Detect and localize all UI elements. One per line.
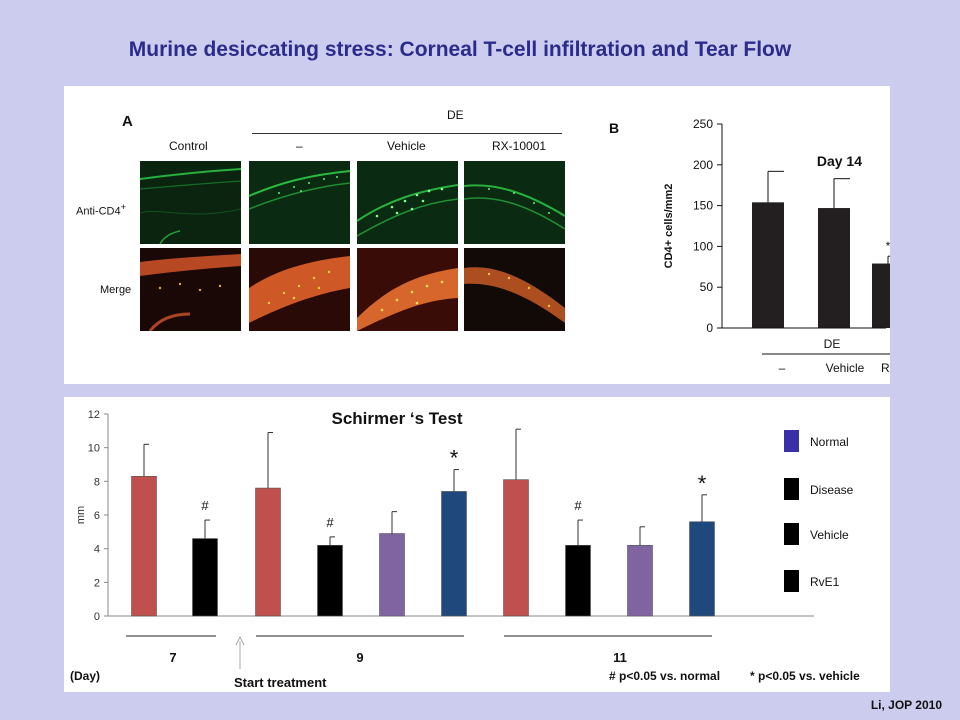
panel-a-col-rx: RX-10001 xyxy=(492,139,547,153)
s-chart-title: Schirmer ‘s Test xyxy=(331,409,462,428)
s-legend-swatch xyxy=(784,430,799,452)
slide-title: Murine desiccating stress: Corneal T-cel… xyxy=(128,38,792,61)
s-y-axis-label: mm xyxy=(75,506,87,524)
panel-a-letter: A xyxy=(122,113,133,130)
panel-b-letter: B xyxy=(609,120,620,136)
s-group-label: 11 xyxy=(613,650,627,665)
micrograph-vehicle-merge xyxy=(357,248,458,331)
b-x-tick-label: – xyxy=(779,361,786,375)
figure-panel-bottom: 0 2 4 6 8 10 12 mm Schirmer ‘s Test #7 # * 9 # * 11 (Day… xyxy=(64,397,890,692)
s-bar-disease xyxy=(317,545,343,617)
s-bar-disease xyxy=(192,538,218,617)
panel-a-row-merge: Merge xyxy=(100,284,132,296)
micrograph-dash-merge xyxy=(249,248,350,331)
micrograph-rx-merge xyxy=(464,248,565,331)
s-bar-normal xyxy=(131,475,157,617)
s-legend-label: Normal xyxy=(810,435,849,449)
s-hash-mark: # xyxy=(326,515,334,530)
s-y-tick-label: 10 xyxy=(88,443,100,455)
s-bar-normal xyxy=(255,487,281,617)
s-legend-label: RvE1 xyxy=(810,575,840,589)
s-legend-swatch xyxy=(784,570,799,592)
micrograph-rx-anticd4 xyxy=(464,161,565,244)
s-footnote-vehicle: * p<0.05 vs. vehicle xyxy=(750,669,860,683)
micrograph-control-anticd4 xyxy=(140,161,241,244)
panel-a-de-line xyxy=(252,133,562,134)
s-y-tick-label: 8 xyxy=(94,476,100,488)
micrograph-dash-anticd4 xyxy=(249,161,350,244)
s-bar-vehicle xyxy=(627,545,653,617)
s-bar-disease xyxy=(565,545,591,617)
b-group-label: DE xyxy=(824,337,841,351)
panel-a-de-label: DE xyxy=(447,108,464,122)
s-group-label: 7 xyxy=(169,650,176,665)
b-x-tick-label: Vehicle xyxy=(826,361,865,375)
b-y-tick-label: 200 xyxy=(693,158,713,172)
b-y-tick-label: 250 xyxy=(693,117,713,131)
s-y-tick-label: 6 xyxy=(94,510,100,522)
panel-a-col-vehicle: Vehicle xyxy=(387,139,426,153)
s-bar-normal xyxy=(503,479,529,617)
s-bar-rve1 xyxy=(689,521,715,617)
s-x-group-name: (Day) xyxy=(70,669,100,683)
citation: Li, JOP 2010 xyxy=(870,698,942,712)
s-star-mark: * xyxy=(698,471,707,496)
b-bar xyxy=(752,202,784,328)
s-start-treatment-label: Start treatment xyxy=(234,675,327,690)
s-hash-mark: # xyxy=(201,498,209,513)
b-x-tick-label: RX-10001 xyxy=(881,361,890,375)
b-bar xyxy=(872,263,890,328)
schirmer-chart: 0 2 4 6 8 10 12 mm Schirmer ‘s Test #7 # * 9 # * 11 (Day… xyxy=(70,409,860,690)
s-star-mark: * xyxy=(450,446,459,471)
micrograph-control-merge xyxy=(140,248,241,331)
b-y-tick-label: 0 xyxy=(706,321,713,335)
s-group-label: 9 xyxy=(356,650,363,665)
s-footnote-normal: # p<0.05 vs. normal xyxy=(609,669,720,683)
b-y-tick-label: 100 xyxy=(693,239,713,253)
s-hash-mark: # xyxy=(574,498,582,513)
micrograph-vehicle-anticd4 xyxy=(357,161,458,244)
b-bar xyxy=(818,208,850,328)
s-legend-label: Vehicle xyxy=(810,528,849,542)
panel-a-col-control: Control xyxy=(169,139,208,153)
panel-b-chart: 0 50 100 150 200 250 CD4+ cells/mm2 Day 14 * DE – V… xyxy=(663,117,890,375)
b-y-tick-label: 150 xyxy=(693,199,713,213)
s-y-tick-label: 2 xyxy=(94,577,100,589)
s-bar-rve1 xyxy=(441,491,467,617)
s-y-tick-label: 12 xyxy=(88,409,100,421)
s-legend-swatch xyxy=(784,478,799,500)
s-y-tick-label: 0 xyxy=(94,611,100,623)
b-y-axis-label: CD4+ cells/mm2 xyxy=(663,184,675,269)
panel-a-col-dash: – xyxy=(296,139,303,153)
b-y-tick-label: 50 xyxy=(700,280,714,294)
b-significance-mark: * xyxy=(886,239,890,253)
s-legend-label: Disease xyxy=(810,483,854,497)
s-bar-vehicle xyxy=(379,533,405,617)
s-y-tick-label: 4 xyxy=(94,544,100,556)
b-annotation: Day 14 xyxy=(817,153,862,169)
panel-a-row-anticd4: Anti-CD4+ xyxy=(76,202,126,218)
s-start-arrow-head xyxy=(235,635,245,646)
figure-panel-top: A DE Control – Vehicle RX-10001 Anti-CD4… xyxy=(64,86,890,384)
s-legend-swatch xyxy=(784,523,799,545)
